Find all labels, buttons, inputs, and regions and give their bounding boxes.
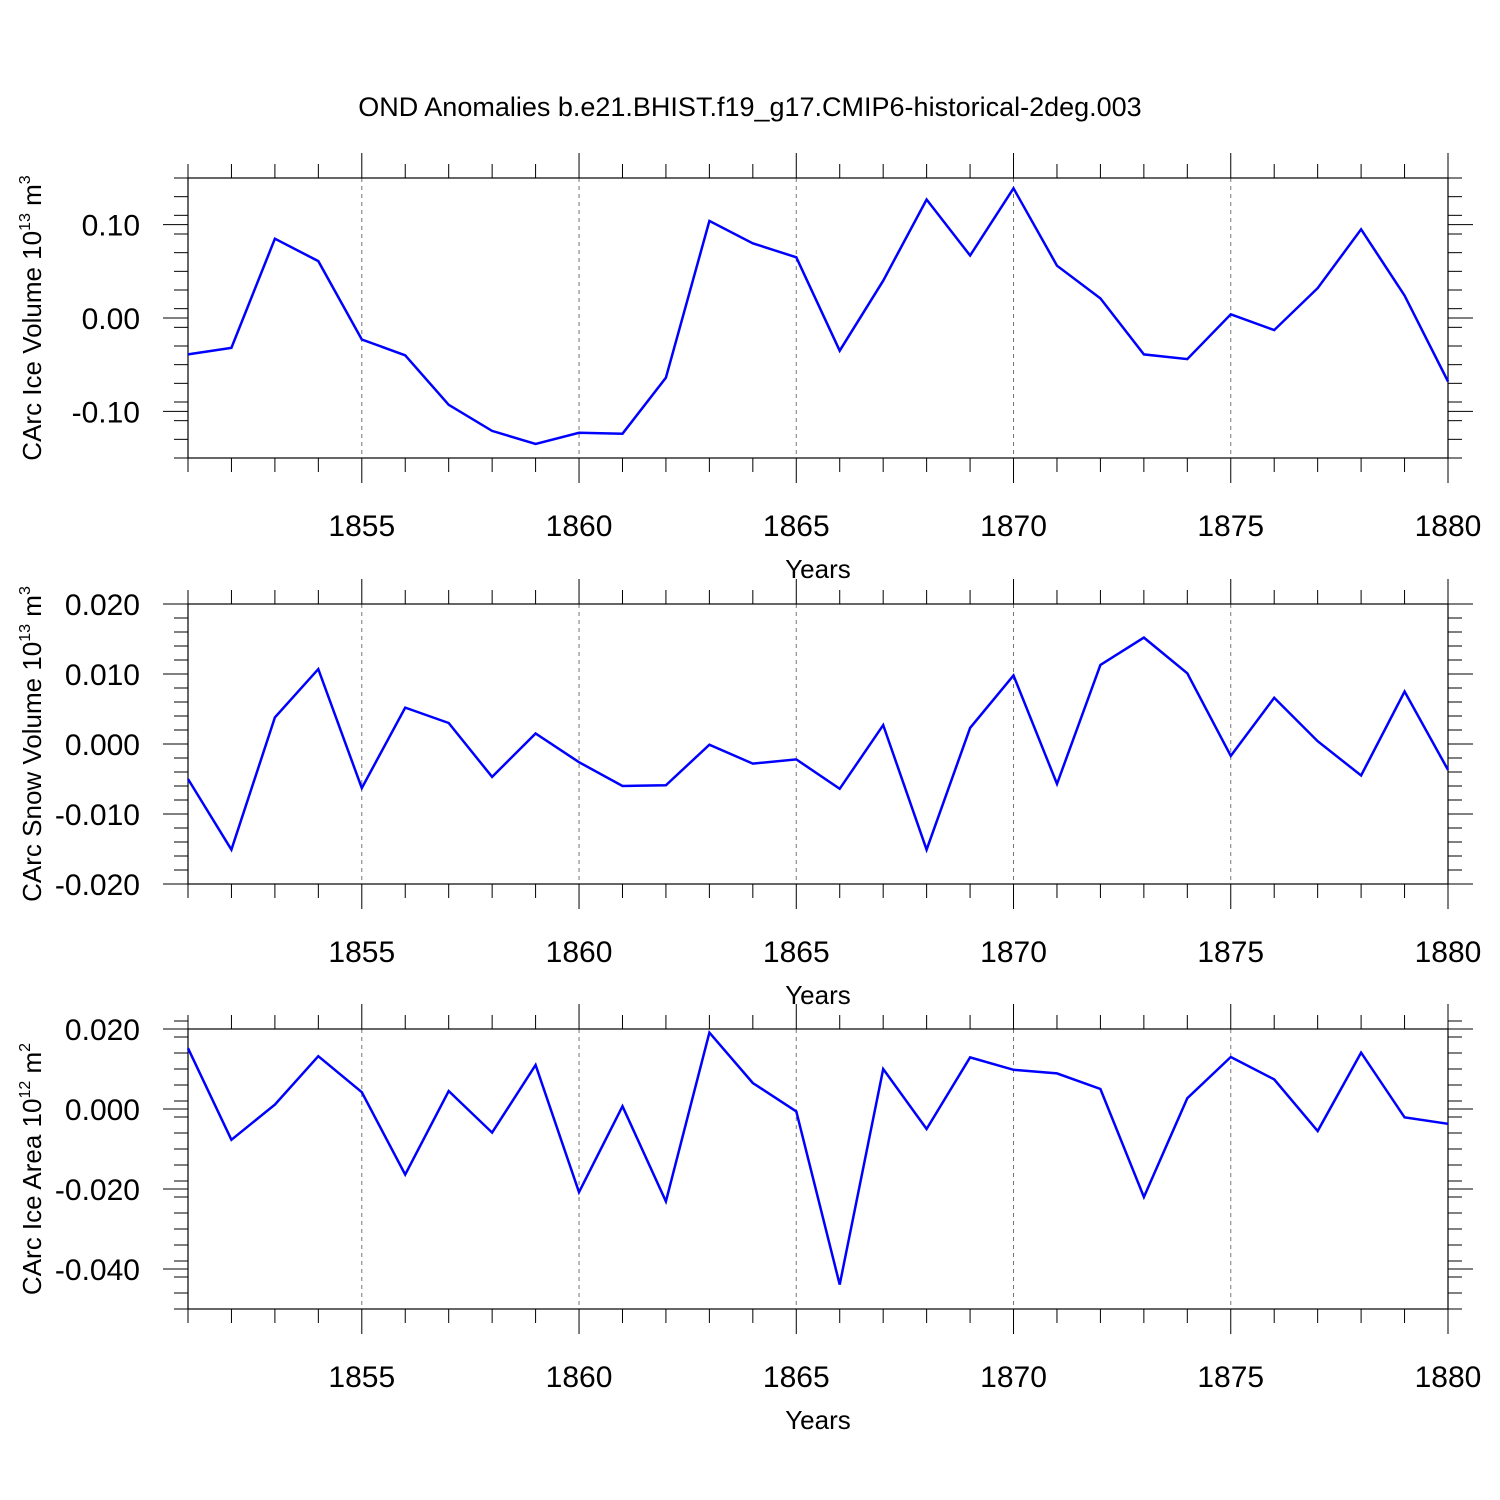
x-axis-title: Years [785,1405,851,1435]
x-tick-label: 1880 [1415,936,1482,969]
panel-2: -0.020 -0.010 0.000 0.010 0.020 1855 1860 1865 1… [17,579,1481,1010]
y-tick-label: 0.000 [65,1094,140,1127]
y-axis-title: CArc Snow Volume 1013 m3 [17,586,47,902]
panel-1: -0.10 0.00 0.10 1855 1860 1865 1870 1875 1880 Yea… [17,153,1481,584]
y-axis-title: CArc Ice Volume 1013 m3 [17,175,47,460]
y-tick-label: -0.020 [55,1174,140,1207]
y-tick-label: 0.10 [82,210,140,243]
y-tick-label: -0.10 [72,396,140,429]
plot-frame [187,1028,1449,1310]
series-line [187,185,1450,446]
x-axis-title: Years [785,980,851,1010]
y-tick-label: 0.020 [65,589,140,622]
chart-title: OND Anomalies b.e21.BHIST.f19_g17.CMIP6-… [358,92,1141,122]
x-tick-label: 1870 [980,1361,1047,1394]
x-tick-label: 1870 [980,510,1047,543]
x-tick-label: 1875 [1197,510,1264,543]
x-tick-label: 1865 [763,1361,830,1394]
panel-3: -0.040 -0.020 0.000 0.020 1855 1860 1865 1870 18… [17,1004,1481,1435]
series-line [186,636,1450,854]
x-tick-label: 1865 [763,510,830,543]
x-tick-label: 1860 [546,936,613,969]
x-tick-label: 1855 [328,510,395,543]
x-tick-label: 1855 [328,936,395,969]
x-tick-label: 1875 [1197,936,1264,969]
x-tick-label: 1865 [763,936,830,969]
x-tick-label: 1875 [1197,1361,1264,1394]
x-axis-title: Years [785,554,851,584]
y-axis-title: CArc Ice Area 1012 m2 [17,1043,47,1295]
y-tick-label: -0.010 [55,799,140,832]
y-tick-label: 0.00 [82,303,140,336]
y-tick-label: -0.020 [55,869,140,902]
x-tick-label: 1860 [546,1361,613,1394]
x-tick-label: 1880 [1415,510,1482,543]
x-tick-label: 1880 [1415,1361,1482,1394]
series-line [186,1029,1449,1285]
plot-frame [187,177,1449,459]
y-tick-label: 0.000 [65,729,140,762]
y-tick-label: 0.010 [65,659,140,692]
x-tick-label: 1855 [328,1361,395,1394]
x-tick-label: 1860 [546,510,613,543]
y-tick-label: -0.040 [55,1254,140,1287]
x-tick-label: 1870 [980,936,1047,969]
y-tick-label: 0.020 [65,1014,140,1047]
plot-frame [187,603,1449,885]
